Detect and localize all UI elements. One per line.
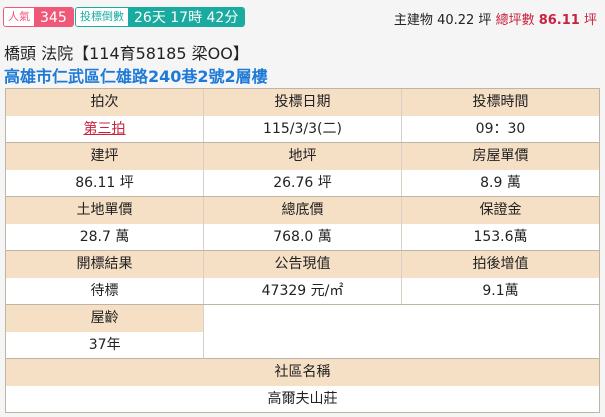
deposit: 153.6萬 <box>473 229 528 245</box>
community-name: 高爾夫山莊 <box>267 391 338 407</box>
total-area-unit: 坪 <box>583 13 597 28</box>
auction-info-table: 拍次第三拍 投標日期 115/3/3(二) 投標時間 09：30 建坪 86.11 坪… <box>5 88 600 413</box>
auction-round-link[interactable]: 第三拍 <box>83 121 126 137</box>
header-land-unit-price: 土地單價 <box>6 197 203 224</box>
countdown-badge: 投標倒數 26天 17時 42分 <box>75 7 246 27</box>
property-address[interactable]: 高雄市仁武區仁雄路240巷2號2層樓 <box>4 67 268 86</box>
bid-date: 115/3/3(二) <box>263 121 342 137</box>
building-area: 86.11 坪 <box>75 175 134 191</box>
post-auction-gain: 9.1萬 <box>482 283 519 299</box>
table-row-group: 建坪 86.11 坪 地坪 26.76 坪 房屋單價 8.9 萬 <box>6 143 599 197</box>
land-unit-price: 28.7 萬 <box>79 229 130 245</box>
table-row-group: 開標結果待標 公告現值 47329 元/㎡ 拍後增值 9.1萬 <box>6 251 599 305</box>
header-round: 拍次 <box>6 89 203 116</box>
header-deposit: 保證金 <box>402 197 599 224</box>
header-announced-value: 公告現值 <box>204 251 401 278</box>
case-title: 橋頭 法院【114育58185 梁OO】 <box>4 44 249 63</box>
popularity-label: 人氣 <box>4 8 34 26</box>
announced-value: 47329 元/㎡ <box>261 283 344 299</box>
countdown-value: 26天 17時 42分 <box>128 8 245 26</box>
main-building-value: 40.22 坪 <box>437 13 492 28</box>
table-row-group: 土地單價 28.7 萬 總底價 768.0 萬 保證金 153.6萬 <box>6 197 599 251</box>
popularity-value: 345 <box>34 8 73 26</box>
bid-time: 09：30 <box>475 121 526 137</box>
total-area-label: 總坪數 <box>495 13 535 28</box>
header-house-age: 屋齡 <box>6 305 204 332</box>
countdown-label: 投標倒數 <box>76 8 128 26</box>
house-unit-price: 8.9 萬 <box>480 175 521 191</box>
header-reserve-price: 總底價 <box>204 197 401 224</box>
header-result: 開標結果 <box>6 251 203 278</box>
land-area: 26.76 坪 <box>273 175 332 191</box>
reserve-price: 768.0 萬 <box>273 229 332 245</box>
table-row-group: 社區名稱 高爾夫山莊 <box>6 359 599 412</box>
header-bid-time: 投標時間 <box>402 89 599 116</box>
table-row-group: 拍次第三拍 投標日期 115/3/3(二) 投標時間 09：30 <box>6 89 599 143</box>
header-community-name: 社區名稱 <box>6 359 599 386</box>
main-building-label: 主建物 <box>393 13 433 28</box>
empty-cell <box>204 305 599 358</box>
total-area-value: 86.11 <box>538 13 580 28</box>
header-post-auction-gain: 拍後增值 <box>402 251 599 278</box>
header-house-unit-price: 房屋單價 <box>402 143 599 170</box>
table-row-group: 屋齡 37年 <box>6 305 599 359</box>
result: 待標 <box>90 283 119 299</box>
header-building-area: 建坪 <box>6 143 203 170</box>
area-summary: 主建物 40.22 坪 總坪數 86.11 坪 <box>394 9 597 28</box>
popularity-badge: 人氣 345 <box>3 7 74 27</box>
house-age: 37年 <box>88 337 121 353</box>
header-bid-date: 投標日期 <box>204 89 401 116</box>
header-land-area: 地坪 <box>204 143 401 170</box>
